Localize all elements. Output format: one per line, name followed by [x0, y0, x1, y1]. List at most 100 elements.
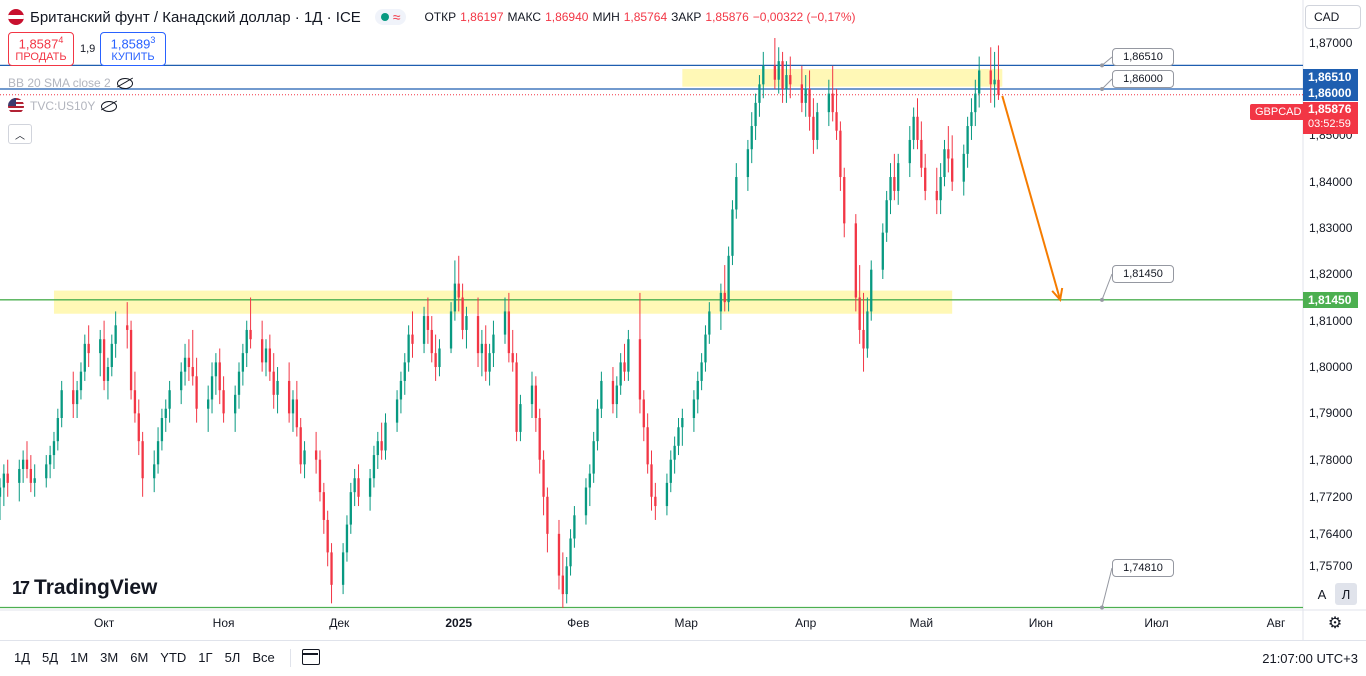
- tradingview-logo[interactable]: 17 TradingView: [12, 576, 157, 600]
- candle-body: [870, 269, 873, 312]
- candle-body: [812, 116, 815, 140]
- candle-body: [600, 380, 603, 409]
- toolbar-divider: [290, 649, 291, 667]
- range-button[interactable]: 1М: [70, 650, 89, 665]
- candle-body: [484, 343, 487, 372]
- ohlc-value: −0,00322 (−0,17%): [752, 10, 856, 24]
- candle-body: [349, 492, 352, 525]
- symbol-header: Британский фунт / Канадский доллар · 1Д …: [8, 6, 856, 28]
- candle-body: [638, 339, 642, 400]
- resist-price-tag: 1,86000: [1303, 85, 1358, 101]
- time-axis-label: 2025: [445, 616, 473, 630]
- price-callout[interactable]: 1,86000: [1112, 70, 1174, 88]
- auto-scale-button[interactable]: A: [1317, 586, 1327, 602]
- time-axis-label: Дек: [329, 616, 350, 630]
- spread-value: 1,9: [80, 43, 96, 55]
- sell-label: ПРОДАТЬ: [15, 50, 67, 63]
- candle-body: [966, 126, 969, 154]
- callout-pointer: [1101, 78, 1113, 90]
- range-button[interactable]: 1Г: [198, 650, 213, 665]
- candle-body: [430, 329, 433, 354]
- candle-body: [727, 255, 730, 303]
- candle-body: [141, 441, 144, 479]
- price-axis-label: 1,76400: [1309, 526, 1353, 541]
- candle-body: [60, 390, 63, 418]
- candle-body: [542, 459, 545, 497]
- candle-body: [935, 190, 938, 201]
- price-chart[interactable]: [0, 0, 1366, 640]
- candle-body: [557, 533, 561, 576]
- trade-panel: 1,85874 ПРОДАТЬ 1,9 1,85893 КУПИТЬ: [8, 32, 166, 66]
- candle-body: [83, 343, 86, 372]
- range-button[interactable]: 3М: [100, 650, 119, 665]
- collapse-legend-button[interactable]: ︿: [8, 124, 32, 144]
- candle-body: [700, 362, 703, 381]
- range-button[interactable]: 5Л: [224, 650, 241, 665]
- candle-body: [168, 390, 171, 409]
- candle-body: [519, 404, 522, 432]
- range-button[interactable]: 1Д: [14, 650, 31, 665]
- range-button[interactable]: YTD: [160, 650, 187, 665]
- candle-body: [808, 88, 811, 117]
- candle-body: [287, 380, 291, 414]
- candle-body: [272, 371, 275, 395]
- calendar-icon[interactable]: [302, 649, 320, 665]
- time-axis-label: Окт: [93, 616, 115, 630]
- buy-button[interactable]: 1,85893 КУПИТЬ: [100, 32, 166, 66]
- candle-body: [993, 79, 996, 85]
- indicator-bb[interactable]: BB 20 SMA close 2: [8, 76, 133, 90]
- sell-price: 1,8587: [18, 36, 59, 52]
- support-price-tag: 1,81450: [1303, 292, 1358, 308]
- indicator-us10y[interactable]: TVC:US10Y: [8, 98, 118, 114]
- candle-body: [665, 482, 669, 507]
- candle-body: [183, 357, 187, 372]
- projection-arrow: [1001, 95, 1062, 301]
- hidden-eye-icon[interactable]: [116, 77, 133, 89]
- candle-body: [974, 93, 977, 113]
- candle-body: [303, 450, 306, 465]
- symbol-title[interactable]: Британский фунт / Канадский доллар · 1Д …: [30, 8, 361, 26]
- candle-body: [25, 459, 29, 469]
- candle-countdown: 03:52:59: [1308, 118, 1351, 130]
- candle-body: [951, 158, 954, 182]
- candle-body: [461, 297, 464, 330]
- candle-body: [866, 311, 869, 349]
- gbp-flag-icon: [8, 9, 24, 25]
- candle-body: [237, 371, 241, 395]
- candle-body: [854, 223, 857, 298]
- sell-button[interactable]: 1,85874 ПРОДАТЬ: [8, 32, 74, 66]
- zone-rect: [682, 69, 1003, 87]
- currency-select[interactable]: CAD: [1305, 5, 1361, 29]
- ohlc-key: МИН: [592, 10, 620, 24]
- range-button[interactable]: Все: [252, 650, 275, 665]
- time-axis[interactable]: Окт Ноя Дек 2025 Фев Мар Апр Май Июн Июл Авг: [0, 610, 1303, 636]
- candle-body: [133, 390, 137, 414]
- range-button[interactable]: 6М: [130, 650, 149, 665]
- price-callout[interactable]: 1,81450: [1112, 265, 1174, 283]
- candle-body: [916, 116, 919, 140]
- candle-body: [654, 496, 657, 507]
- candle-body: [646, 427, 649, 465]
- range-button[interactable]: 5Д: [42, 650, 59, 665]
- candle-body: [530, 385, 534, 405]
- symbol-price-tag: GBPCAD: [1250, 104, 1307, 120]
- candle-body: [102, 339, 106, 381]
- candle-body: [234, 394, 237, 414]
- candle-body: [45, 464, 48, 479]
- price-callout[interactable]: 1,86510: [1112, 48, 1174, 66]
- candle-body: [538, 418, 541, 460]
- log-scale-button[interactable]: Л: [1335, 583, 1357, 605]
- hidden-eye-icon[interactable]: [101, 100, 118, 112]
- settings-gear-icon[interactable]: ⚙: [1327, 615, 1343, 632]
- candle-body: [989, 70, 992, 85]
- candle-body: [692, 399, 696, 418]
- clock[interactable]: 21:07:00 UTC+3: [1262, 651, 1358, 666]
- candle-body: [885, 200, 888, 233]
- candle-body: [106, 367, 110, 381]
- market-status[interactable]: ≈: [374, 9, 407, 25]
- candle-body: [754, 102, 757, 127]
- candle-body: [222, 390, 225, 414]
- price-callout[interactable]: 1,74810: [1112, 559, 1174, 577]
- candle-body: [627, 339, 630, 372]
- ohlc-values: ОТКР 1,86197 МАКС 1,86940 МИН 1,85764 ЗАКР 1,85…: [424, 10, 855, 24]
